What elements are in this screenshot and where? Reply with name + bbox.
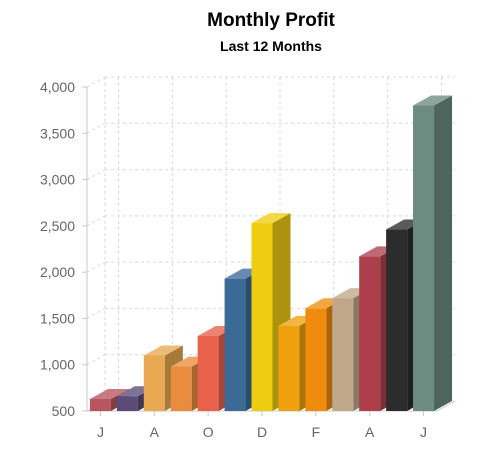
x-tick-label: A <box>150 424 160 440</box>
y-tick-label: 3,500 <box>40 125 75 141</box>
gridline-wall <box>86 169 106 181</box>
bar-top <box>413 95 453 106</box>
bar-top <box>251 213 291 224</box>
y-tick-label: 500 <box>52 403 76 419</box>
gridline-wall <box>86 76 106 88</box>
bar-top <box>89 388 129 399</box>
y-tick-label: 2,000 <box>40 264 75 280</box>
bar-front <box>305 308 327 411</box>
bar-front <box>170 366 192 411</box>
y-tick-label: 1,500 <box>40 310 75 326</box>
x-tick-label: J <box>97 424 104 440</box>
bar-front <box>251 223 273 411</box>
x-tick-label: F <box>312 424 321 440</box>
chart-subtitle: Last 12 Months <box>220 38 322 54</box>
gridline-wall <box>86 215 106 227</box>
bar-top <box>143 345 183 356</box>
gridline-wall <box>86 307 106 319</box>
bar-front <box>332 298 354 411</box>
bars <box>89 95 453 411</box>
floor-edge <box>436 400 456 412</box>
gridline-wall <box>86 122 106 134</box>
bar-front <box>359 256 381 411</box>
y-tick-label: 2,500 <box>40 218 75 234</box>
bar-side <box>434 95 453 411</box>
bar-front <box>143 355 165 411</box>
x-tick-label: J <box>420 424 427 440</box>
x-tick-label: A <box>365 424 375 440</box>
gridline-wall <box>86 261 106 273</box>
y-tick-label: 1,000 <box>40 357 75 373</box>
gridline-wall <box>86 354 106 366</box>
bar-front <box>89 398 111 411</box>
bar-front <box>278 325 300 411</box>
bar-front <box>197 336 219 411</box>
y-tick-label: 3,000 <box>40 172 75 188</box>
y-tick-label: 4,000 <box>40 79 75 95</box>
bar <box>413 95 453 411</box>
bar-front <box>413 105 435 411</box>
y-axis-ticks: 500 1,000 1,500 2,000 2,500 3,000 3,500 4,000 <box>40 79 75 419</box>
bar-front <box>386 229 408 411</box>
bar-front <box>224 278 246 411</box>
x-tick-label: O <box>203 424 214 440</box>
bar-front <box>116 396 138 411</box>
chart-title: Monthly Profit <box>207 10 335 31</box>
x-tick-label: D <box>257 424 267 440</box>
